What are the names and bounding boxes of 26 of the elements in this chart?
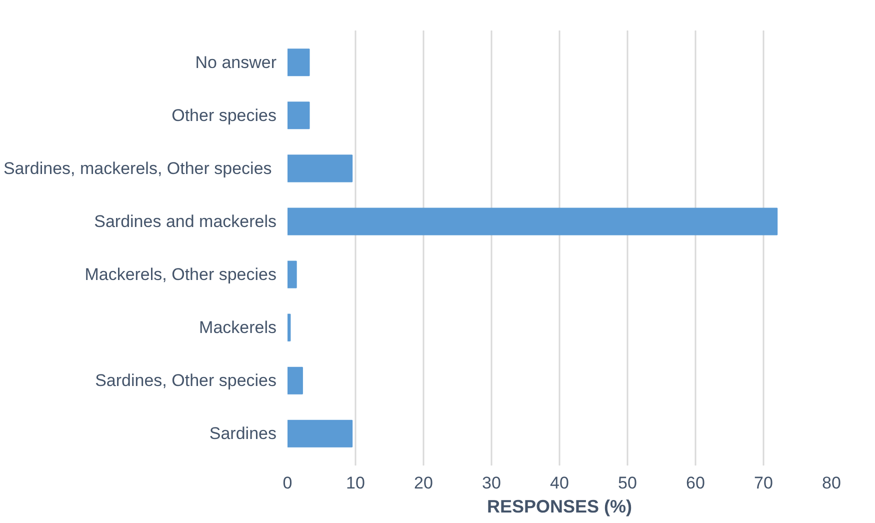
x-axis-title: RESPONSES (%) xyxy=(486,496,632,516)
y-tick-label: Sardines, Other species xyxy=(95,371,276,390)
bar xyxy=(288,314,291,342)
bar xyxy=(288,260,297,288)
y-tick-label: Sardines xyxy=(209,424,277,444)
x-tick-label: 20 xyxy=(414,474,433,492)
x-tick-label: 50 xyxy=(618,474,637,492)
y-tick-label: Mackerels xyxy=(199,318,277,338)
y-tick-label: Sardines, mackerels, Other species xyxy=(3,158,272,178)
bar xyxy=(288,366,303,394)
y-tick-label: No answer xyxy=(195,52,277,72)
bar xyxy=(288,208,778,236)
x-tick-label: 30 xyxy=(482,474,501,492)
y-tick-label: Mackerels, Other species xyxy=(84,265,277,284)
y-tick-label: Sardines and mackerels xyxy=(94,212,277,231)
x-tick-label: 10 xyxy=(346,474,365,492)
x-tick-label: 80 xyxy=(822,474,841,492)
x-tick-label: 40 xyxy=(550,474,569,492)
y-tick-label: Other species xyxy=(172,106,277,125)
bar xyxy=(288,48,310,76)
bar xyxy=(288,102,310,130)
x-tick-label: 70 xyxy=(754,474,773,492)
bar xyxy=(288,420,353,448)
bar xyxy=(288,154,353,182)
x-tick-label: 0 xyxy=(282,474,292,492)
x-tick-label: 60 xyxy=(686,474,705,492)
